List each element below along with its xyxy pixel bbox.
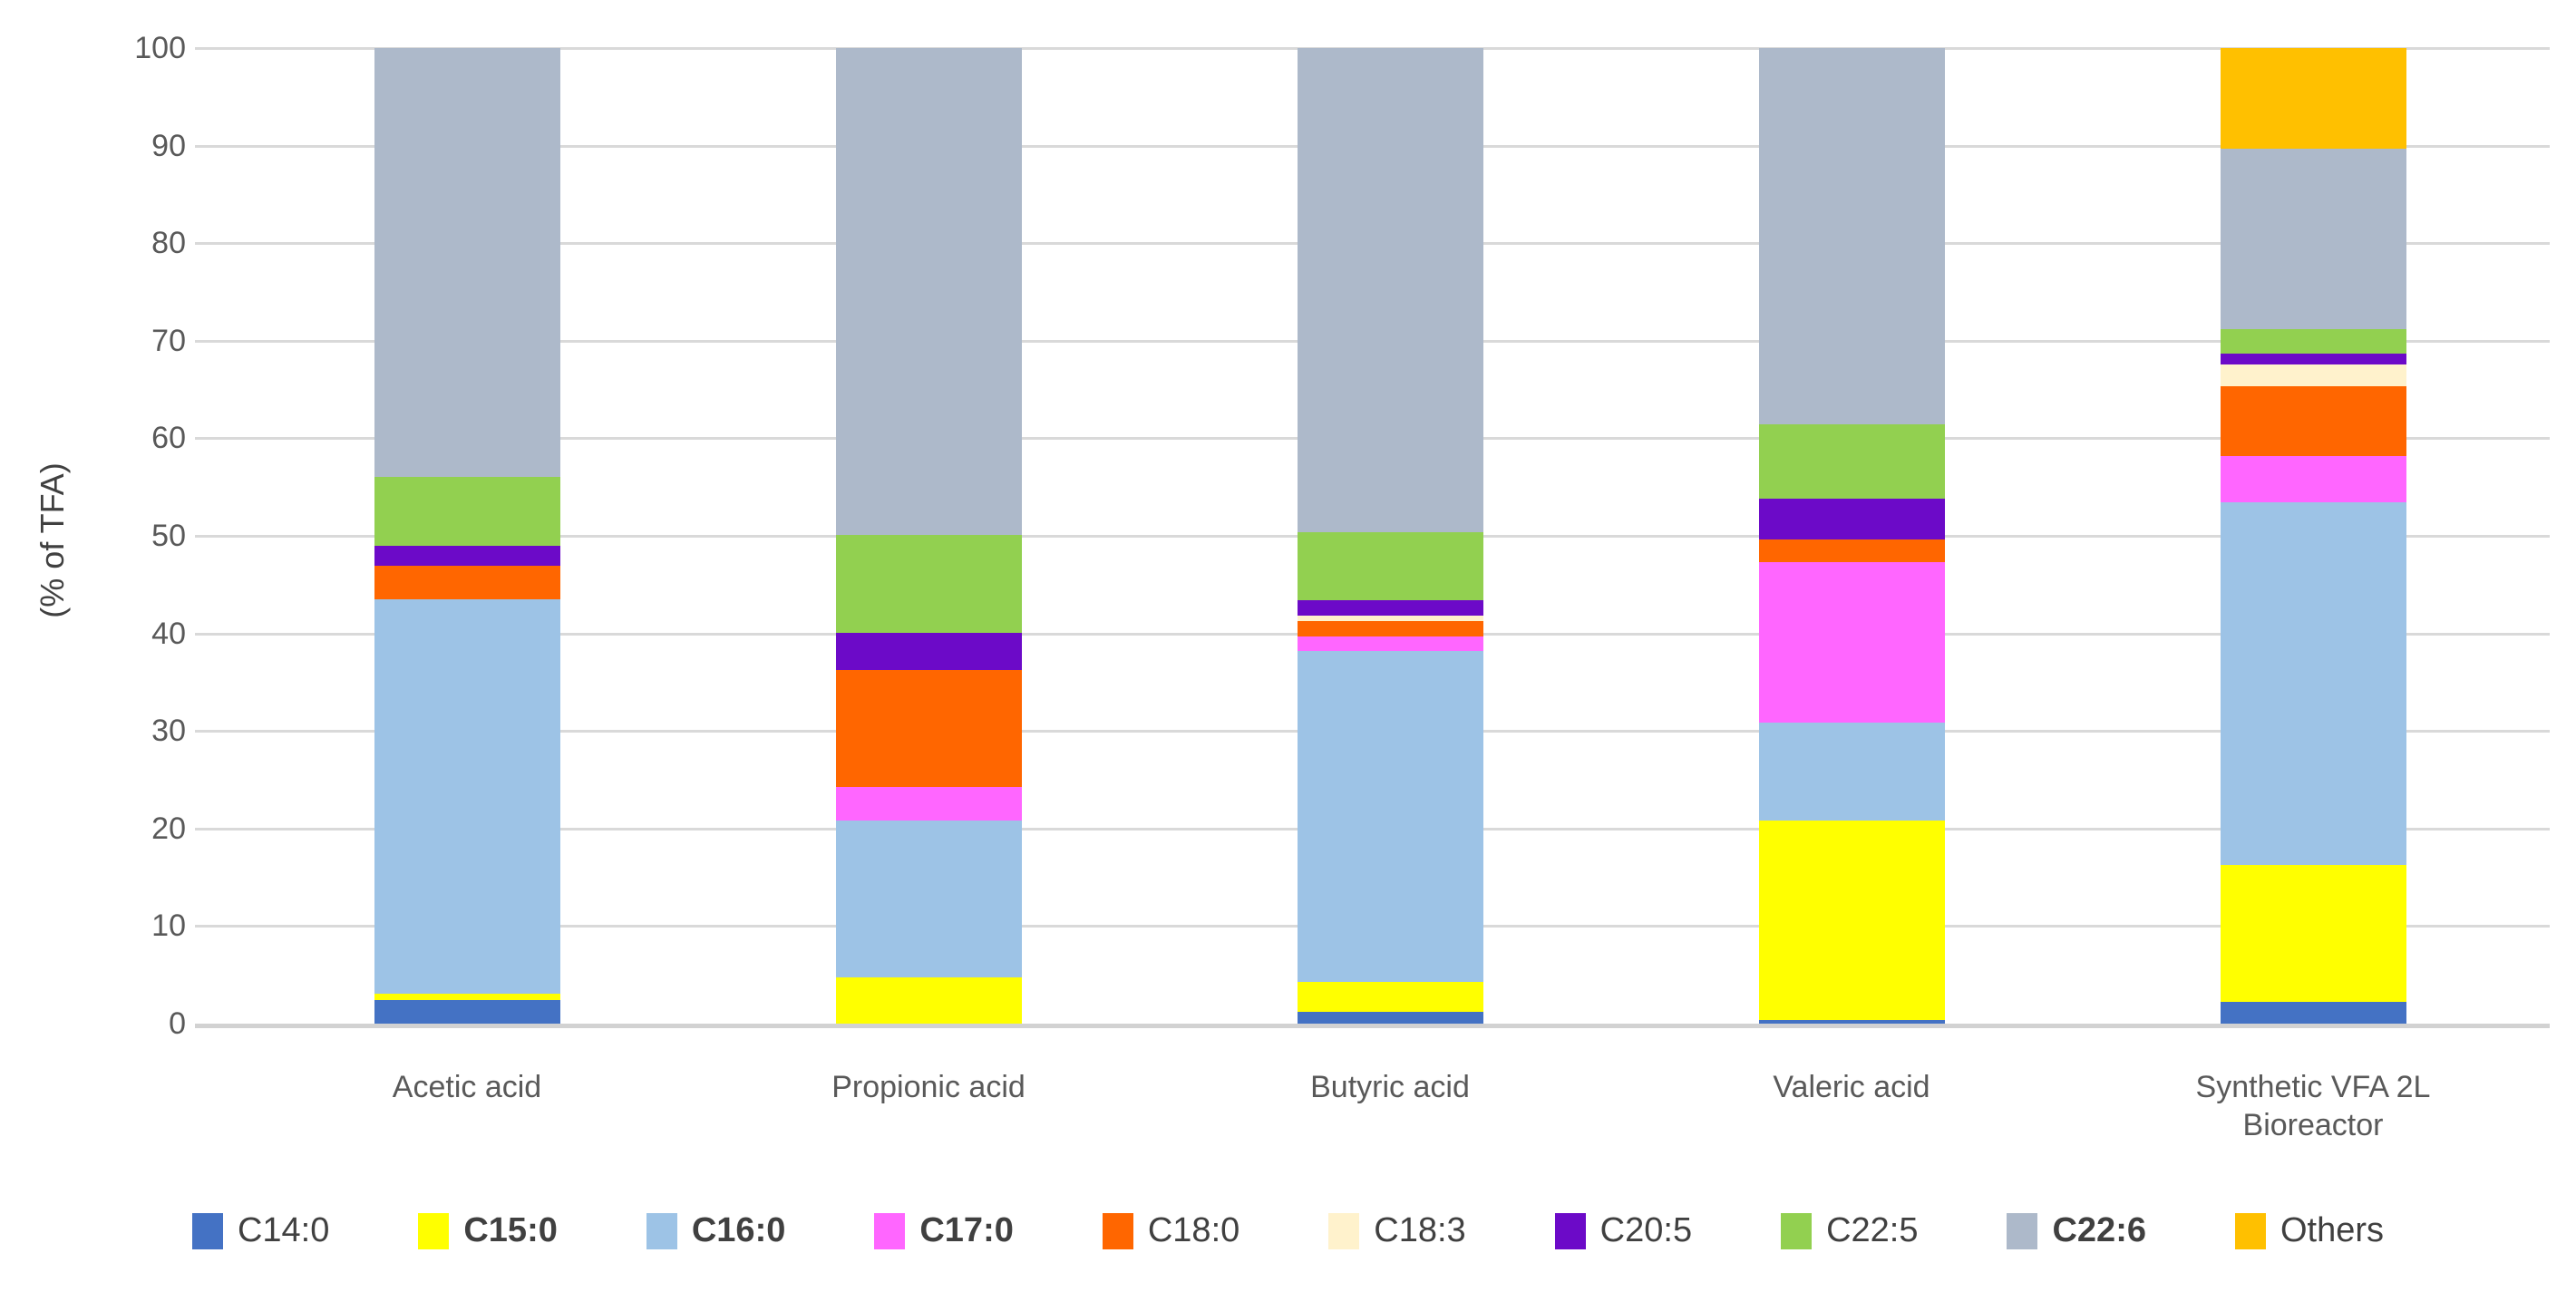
legend-item: C15:0 [418,1211,558,1250]
bar-segment [374,598,560,994]
bar-segment [2220,502,2406,865]
legend-item: C14:0 [191,1211,330,1250]
legend-label: C22:5 [1826,1211,1919,1249]
y-tick-label: 60 [151,421,186,456]
bar-segment [1297,531,1483,600]
bar-segment [835,786,1022,821]
x-category-label: Acetic acid [392,1070,542,1104]
legend-swatch [874,1212,906,1249]
bar-segment [374,477,560,546]
legend-label: C15:0 [463,1211,558,1249]
bar-segment [1758,539,1945,563]
legend-label: C18:0 [1147,1211,1240,1249]
bar-segment [1297,600,1483,617]
bar-segment [2220,148,2406,329]
bar-segment [1758,499,1945,540]
bar-segment [2220,455,2406,503]
bar-segment [835,534,1022,633]
bar-segment [1297,650,1483,982]
bar-segment [2220,1002,2406,1024]
bar-segment [1758,48,1945,425]
y-tick-label: 20 [151,811,186,846]
y-tick-label: 80 [151,226,186,261]
bar-segment [835,977,1022,1024]
x-axis-line [195,1024,2550,1028]
bar-segment [1297,636,1483,651]
legend-label: C22:6 [2052,1211,2146,1249]
bar-segment [2220,364,2406,387]
legend-item: C18:0 [1102,1211,1240,1250]
bar-segment [835,632,1022,671]
bar-segment [2220,864,2406,1003]
bar-segment [1758,821,1945,1020]
bar-segment [1297,48,1483,532]
bar-segment [1297,620,1483,636]
bar-segment [835,821,1022,978]
legend-item: C22:6 [2007,1211,2146,1250]
legend-label: C18:3 [1374,1211,1466,1249]
legend-swatch [2007,1212,2038,1249]
y-tick-label: 40 [151,616,186,651]
legend-label: Others [2280,1211,2385,1249]
y-tick-label: 100 [134,31,186,65]
legend-swatch [1328,1212,1360,1249]
x-category-label: Butyric acid [1310,1070,1470,1104]
bar-segment [1758,424,1945,500]
bar-segment [374,993,560,1001]
chart-legend: C14:0 C15:0 C16:0 C17:0 C18:0 C18:3 C20:5 C22:5… [0,1211,2576,1250]
legend-swatch [646,1212,677,1249]
legend-swatch [2234,1212,2266,1249]
bar-segment [2220,328,2406,354]
y-tick-label: 50 [151,519,186,553]
bar-segment [835,48,1022,535]
bar-segment [1758,1019,1945,1024]
x-category-label: Valeric acid [1773,1070,1930,1104]
legend-item: C16:0 [646,1211,786,1250]
legend-swatch [1781,1212,1813,1249]
legend-label: C14:0 [237,1211,330,1249]
bar-segment [374,48,560,478]
bar-segment [1758,722,1945,821]
legend-item: Others [2234,1211,2385,1250]
bar-segment [2220,386,2406,456]
legend-item: C17:0 [874,1211,1014,1250]
x-category-label: Propionic acid [831,1070,1026,1104]
y-axis-title: (% of TFA) [34,462,71,618]
legend-label: C20:5 [1599,1211,1693,1249]
bar-segment [1758,562,1945,723]
y-tick-label: 90 [151,128,186,163]
bar-segment [2220,48,2406,149]
legend-swatch [1102,1212,1133,1249]
legend-swatch [1554,1212,1586,1249]
legend-item: C18:3 [1328,1211,1466,1250]
legend-item: C22:5 [1781,1211,1918,1250]
legend-item: C20:5 [1554,1211,1693,1250]
bar-segment [1297,1012,1483,1024]
y-tick-label: 70 [151,323,186,358]
bar-segment [2220,353,2406,364]
bar-segment [1297,981,1483,1013]
y-tick-label: 0 [169,1006,186,1041]
bar-segment [374,545,560,567]
bar-segment [1297,616,1483,621]
legend-swatch [418,1212,450,1249]
bar-segment [835,670,1022,787]
legend-swatch [191,1212,223,1249]
y-tick-label: 30 [151,714,186,749]
x-category-label: Synthetic VFA 2L Bioreactor [2195,1070,2431,1142]
bar-segment [374,566,560,599]
legend-label: C16:0 [691,1211,786,1249]
bar-segment [374,1000,560,1024]
legend-label: C17:0 [919,1211,1014,1249]
y-tick-label: 10 [151,908,186,944]
